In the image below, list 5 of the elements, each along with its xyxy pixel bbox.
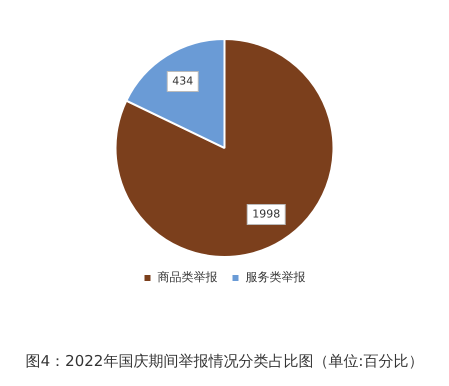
data-label: 434: [172, 74, 194, 88]
caption: 图4：2022年国庆期间举报情况分类占比图（单位:百分比）: [24, 352, 424, 371]
data-label: 1998: [252, 207, 280, 220]
legend-label: 商品类举报: [158, 270, 218, 284]
legend-label: 服务类举报: [246, 270, 306, 284]
